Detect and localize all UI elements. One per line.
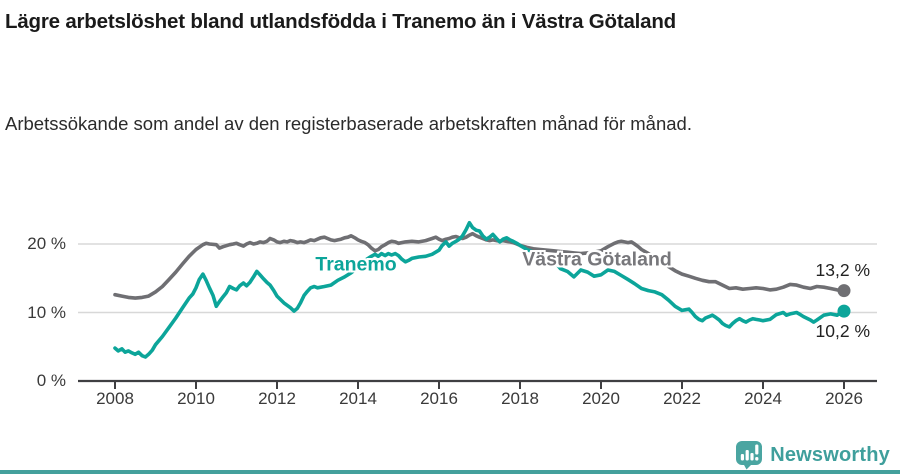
x-tick-label-2026: 2026 xyxy=(825,389,863,408)
brand-name: Newsworthy xyxy=(770,443,890,466)
chart-subtitle: Arbetssökande som andel av den registerb… xyxy=(5,113,692,134)
series-end-dot-v-stra-g-taland xyxy=(837,284,851,298)
series-label-tranemo: Tranemo xyxy=(315,253,397,276)
end-value-label-tranemo: 10,2 % xyxy=(815,321,870,341)
x-tick-label-2016: 2016 xyxy=(420,389,458,408)
page-title: Lägre arbetslöshet bland utlandsfödda i … xyxy=(5,10,677,33)
series-line-v-stra-g-taland xyxy=(113,231,846,300)
y-tick-label-20: 20 % xyxy=(27,234,66,253)
x-tick-label-2012: 2012 xyxy=(258,389,296,408)
x-tick-label-2024: 2024 xyxy=(744,389,782,408)
x-tick-label-2022: 2022 xyxy=(663,389,701,408)
x-tick-label-2008: 2008 xyxy=(96,389,134,408)
series-label-v-stra-g-taland: Västra Götaland xyxy=(522,248,672,271)
x-tick-label-2014: 2014 xyxy=(339,389,377,408)
y-tick-label-10: 10 % xyxy=(27,302,66,322)
end-value-label-v-stra-g-taland: 13,2 % xyxy=(815,260,870,280)
x-tick-label-2010: 2010 xyxy=(177,389,215,408)
newsworthy-logo-icon xyxy=(735,440,763,470)
series-line-tranemo xyxy=(113,221,846,359)
x-tick-label-2020: 2020 xyxy=(582,389,620,408)
footer-accent-bar xyxy=(0,470,900,474)
y-tick-label-0: 0 % xyxy=(36,371,66,390)
newsworthy-brand-link[interactable]: Newsworthy xyxy=(735,440,890,470)
series-end-dot-tranemo xyxy=(837,304,851,318)
x-tick-label-2018: 2018 xyxy=(501,389,539,408)
